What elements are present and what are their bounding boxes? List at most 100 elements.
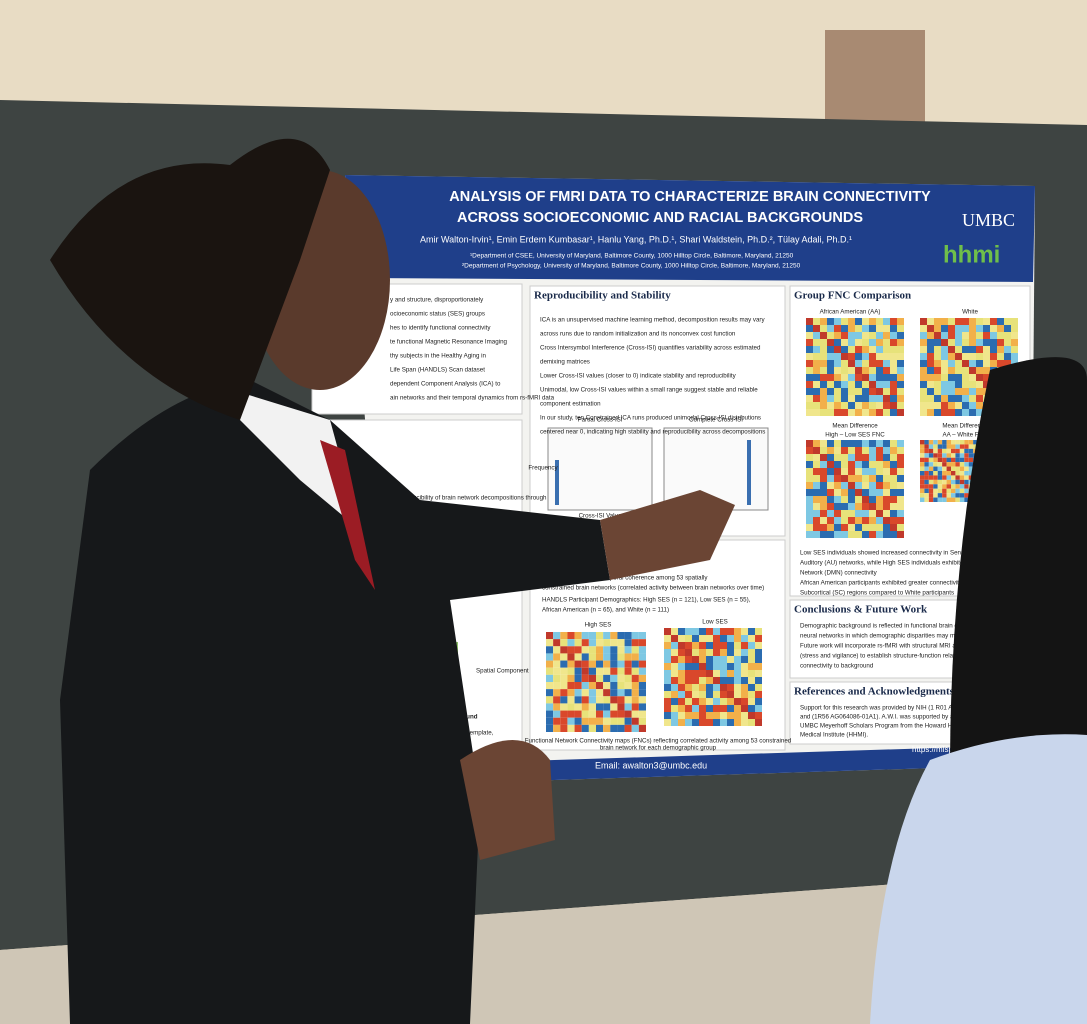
heatmap-cell <box>848 503 855 510</box>
body-line: Network (DMN) connectivity <box>800 570 878 577</box>
heatmap-cell <box>969 402 976 409</box>
heatmap-cell <box>883 503 890 510</box>
heatmap-cell <box>964 462 969 467</box>
heatmap-cell <box>699 628 706 635</box>
body-line: Future work will incorporate rs-fMRI wit… <box>800 643 985 650</box>
heatmap-cell <box>848 482 855 489</box>
heatmap-cell <box>841 395 848 402</box>
heatmap-cell <box>664 656 671 663</box>
heatmap-cell <box>924 440 929 445</box>
heatmap-cell <box>546 724 554 732</box>
heatmap-cell <box>806 381 813 388</box>
heatmap-cell <box>820 339 827 346</box>
heatmap-cell <box>869 447 876 454</box>
affiliation: ²Department of Psychology, University of… <box>462 263 801 270</box>
heatmap-cell <box>924 493 929 498</box>
heatmap-cell <box>588 639 596 647</box>
heatmap-cell <box>727 635 734 642</box>
heatmap-cell <box>1004 353 1011 360</box>
heatmap-cell <box>748 684 755 691</box>
heatmap-cell <box>560 703 568 711</box>
heatmap-cell <box>755 642 762 649</box>
heatmap-cell <box>678 712 685 719</box>
heatmap-cell <box>617 660 625 668</box>
heatmap-cell <box>596 632 604 640</box>
heatmap-cell <box>848 489 855 496</box>
heatmap-cell <box>951 440 956 445</box>
heatmap-cell <box>706 705 713 712</box>
figure-label: Complete Cross-ISI <box>689 417 743 424</box>
heatmap-cell <box>869 367 876 374</box>
heatmap-cell <box>941 325 948 332</box>
heatmap-cell <box>862 531 869 538</box>
caption: Functional Network Connectivity maps (FN… <box>525 738 792 745</box>
heatmap-cell <box>934 353 941 360</box>
heatmap-cell <box>720 642 727 649</box>
heatmap-cell <box>934 395 941 402</box>
body-line: (stress and vigilance) to establish stru… <box>800 653 991 660</box>
heatmap-cell <box>560 717 568 725</box>
heatmap-cell <box>869 454 876 461</box>
heatmap-cell <box>1004 332 1011 339</box>
heatmap-cell <box>553 682 561 690</box>
heatmap-cell <box>933 493 938 498</box>
heatmap-cell <box>869 510 876 517</box>
heatmap-cell <box>664 705 671 712</box>
heatmap-cell <box>624 674 632 682</box>
heatmap-cell <box>897 346 904 353</box>
heatmap-cell <box>869 346 876 353</box>
heatmap-cell <box>890 489 897 496</box>
heatmap-cell <box>920 374 927 381</box>
heatmap-cell <box>827 440 834 447</box>
figure-label: White <box>962 309 978 316</box>
heatmap-cell <box>834 531 841 538</box>
heatmap-cell <box>890 447 897 454</box>
heatmap-cell <box>834 325 841 332</box>
heatmap-cell <box>713 677 720 684</box>
heatmap-cell <box>933 453 938 458</box>
heatmap-cell <box>955 479 960 485</box>
heatmap-cell <box>713 712 720 719</box>
heatmap-cell <box>962 409 969 416</box>
heatmap-cell <box>1011 346 1018 353</box>
heatmap-cell <box>883 395 890 402</box>
heatmap-cell <box>962 353 969 360</box>
heatmap-cell <box>869 325 876 332</box>
heatmap-cell <box>962 367 969 374</box>
heatmap-cell <box>692 635 699 642</box>
heatmap-cell <box>883 318 890 325</box>
heatmap-cell <box>927 318 934 325</box>
heatmap-cell <box>942 488 947 494</box>
heatmap-cell <box>990 332 997 339</box>
heatmap-cell <box>720 628 727 635</box>
heatmap-cell <box>876 360 883 367</box>
heatmap-cell <box>685 635 692 642</box>
heatmap-cell <box>990 346 997 353</box>
heatmap-cell <box>631 646 639 654</box>
heatmap-cell <box>748 628 755 635</box>
heatmap-cell <box>638 682 646 690</box>
heatmap-cell <box>678 649 685 656</box>
heatmap-cell <box>834 517 841 524</box>
heatmap-cell <box>942 484 947 489</box>
heatmap-cell <box>664 663 671 670</box>
heatmap-cell <box>692 705 699 712</box>
heatmap-cell <box>862 353 869 360</box>
heatmap-cell <box>942 444 947 449</box>
heatmap-cell <box>962 339 969 346</box>
heatmap-cell <box>983 346 990 353</box>
heatmap-cell <box>883 447 890 454</box>
heatmap-cell <box>820 510 827 517</box>
heatmap-cell <box>928 471 934 476</box>
heatmap-cell <box>927 332 934 339</box>
heatmap-cell <box>560 689 568 697</box>
heatmap-cell <box>841 367 848 374</box>
heatmap-cell <box>890 440 897 447</box>
heatmap-cell <box>741 719 748 726</box>
heatmap-cell <box>934 409 941 416</box>
heatmap-cell <box>897 468 904 475</box>
heatmap-cell <box>927 367 934 374</box>
heatmap-cell <box>610 674 618 682</box>
heatmap-cell <box>827 409 834 416</box>
heatmap-cell <box>734 698 741 705</box>
